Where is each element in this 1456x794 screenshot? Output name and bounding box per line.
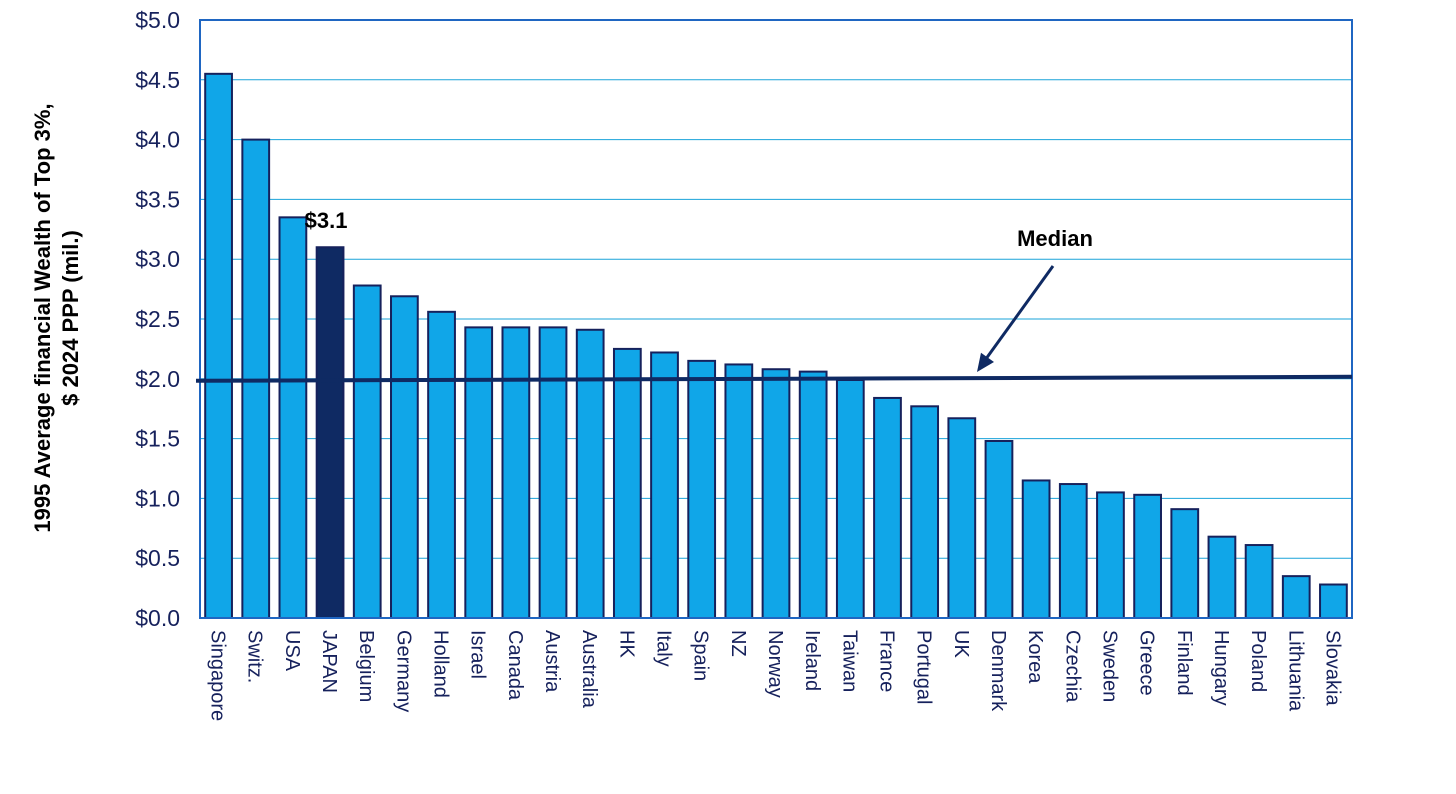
japan-value-label: $3.1 — [305, 208, 348, 233]
x-tick-label: Sweden — [1098, 630, 1120, 702]
x-tick-label: Greece — [1136, 630, 1158, 696]
y-tick-label: $4.5 — [135, 67, 180, 93]
x-tick-label: Australia — [578, 630, 600, 709]
x-tick-label: Finland — [1173, 630, 1195, 696]
bar-spain — [687, 359, 717, 619]
bar-poland — [1244, 544, 1274, 620]
bar-singapore — [204, 72, 233, 619]
y-axis-ticks: $0.0 $0.5 $1.0 $1.5 $2.0 $2.5 $3.0 $3.5 $4.0 $4.5… — [135, 7, 180, 631]
bar-norway — [761, 368, 791, 619]
y-tick-label: $3.5 — [135, 186, 180, 212]
x-tick-label: Austria — [541, 630, 563, 693]
x-tick-label: UK — [950, 630, 972, 658]
y-tick-label: $2.0 — [135, 366, 180, 392]
x-tick-label: Singapore — [207, 630, 229, 721]
bar-nz — [724, 363, 754, 619]
y-tick-label: $5.0 — [135, 7, 180, 33]
x-tick-label: Holland — [430, 630, 452, 698]
bar-uk — [947, 417, 977, 619]
bar-slovakia — [1319, 583, 1348, 620]
y-tick-label: $1.0 — [135, 485, 180, 511]
x-tick-label: Spain — [690, 630, 712, 681]
x-tick-label: Italy — [653, 630, 675, 667]
bar-sweden — [1096, 491, 1125, 620]
x-tick-label: NZ — [727, 630, 749, 657]
median-arrowhead — [977, 352, 994, 372]
bar-taiwan — [835, 378, 865, 619]
bar-hk — [612, 347, 642, 619]
category-labels: Singapore Switz. USA JAPAN Belgium Germany Hol… — [207, 630, 1344, 721]
x-tick-label: Portugal — [913, 630, 935, 705]
x-tick-label: Germany — [392, 630, 414, 712]
bar-denmark — [984, 439, 1014, 619]
x-tick-label: Denmark — [987, 630, 1009, 712]
bar-portugal — [910, 405, 940, 620]
bar-belgium — [352, 284, 382, 619]
x-tick-label: Hungary — [1210, 630, 1232, 706]
x-tick-label: Slovakia — [1321, 630, 1343, 706]
bar-austria — [538, 326, 568, 619]
bars — [204, 72, 1348, 620]
y-axis-label-line-1: 1995 Average financial Wealth of Top 3%, — [30, 103, 55, 532]
bar-usa — [278, 216, 308, 619]
bar-czechia — [1058, 483, 1088, 619]
x-tick-label: Belgium — [355, 630, 377, 702]
x-tick-label: Ireland — [801, 630, 823, 691]
bar-italy — [650, 351, 679, 619]
y-tick-label: $0.5 — [135, 545, 180, 571]
bar-israel — [464, 326, 494, 619]
y-tick-label: $3.0 — [135, 246, 180, 272]
x-tick-label: Norway — [764, 630, 786, 698]
x-tick-label: Lithuania — [1284, 630, 1306, 712]
x-tick-label: France — [875, 630, 897, 692]
plot-frame — [199, 19, 1353, 619]
x-tick-label: HK — [615, 630, 637, 658]
bar-japan — [315, 246, 345, 620]
x-tick-label: Czechia — [1061, 630, 1083, 703]
bar-holland — [427, 310, 456, 619]
y-tick-label: $0.0 — [135, 605, 180, 631]
median-line — [195, 374, 1353, 383]
y-axis-label: 1995 Average financial Wealth of Top 3%,… — [30, 103, 83, 532]
x-tick-label: Switz. — [244, 630, 266, 683]
x-tick-label: USA — [281, 630, 303, 672]
bar-france — [873, 396, 902, 619]
x-tick-label: Poland — [1247, 630, 1269, 692]
y-tick-label: $2.5 — [135, 306, 180, 332]
x-tick-label: Israel — [467, 630, 489, 679]
bar-korea — [1021, 479, 1051, 619]
bar-greece — [1133, 493, 1162, 620]
bar-lithuania — [1281, 575, 1311, 620]
x-tick-label: Taiwan — [838, 630, 860, 692]
median-label: Median — [1017, 226, 1093, 251]
bar-hungary — [1207, 535, 1237, 619]
bar-australia — [575, 328, 605, 619]
x-tick-label: Korea — [1024, 630, 1046, 684]
bar-finland — [1170, 508, 1200, 619]
bar-ireland — [798, 370, 828, 619]
bar-germany — [390, 295, 419, 619]
median-arrow — [981, 265, 1055, 364]
y-axis-label-line-2: $ 2024 PPP (mil.) — [58, 230, 83, 406]
y-tick-label: $1.5 — [135, 426, 180, 452]
x-tick-label: Canada — [504, 630, 526, 701]
bar-canada — [501, 326, 531, 619]
y-tick-label: $4.0 — [135, 127, 180, 153]
x-tick-label: JAPAN — [318, 630, 340, 693]
